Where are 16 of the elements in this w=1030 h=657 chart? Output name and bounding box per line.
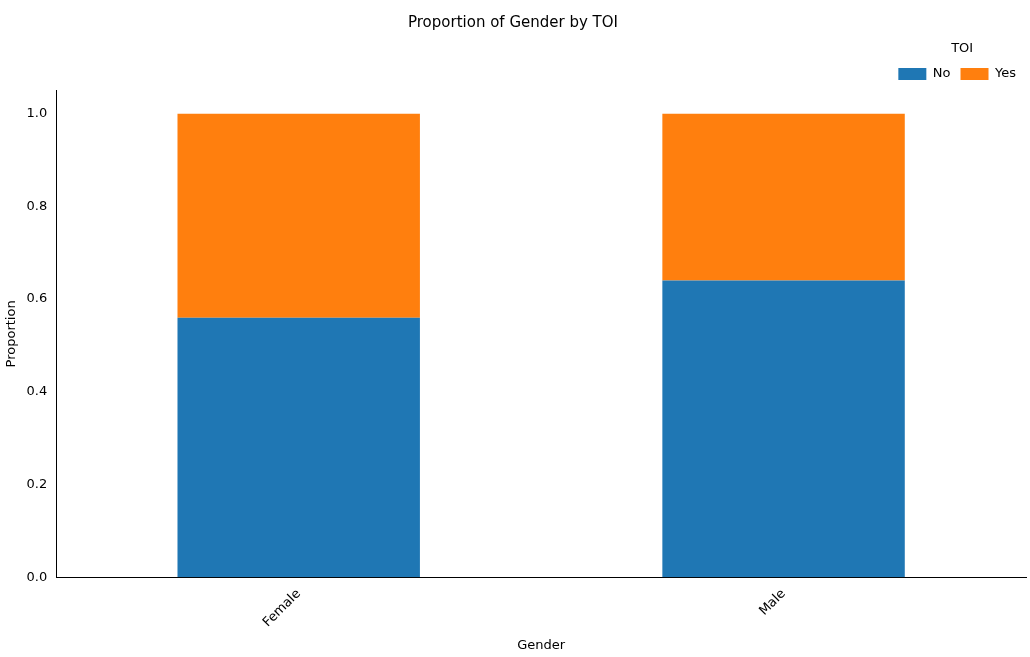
y-axis-title: Proportion [3,300,19,368]
bar [177,317,420,578]
y-tick-label: 0.8 [26,197,48,213]
y-tick-label: 0.4 [26,383,48,399]
legend-label: Yes [994,65,1017,81]
bar [177,113,420,318]
y-tick-label: 0.6 [26,290,48,306]
x-axis-title: Gender [517,636,566,652]
chart-title: Proportion of Gender by TOI [408,12,618,31]
y-tick-label: 0.0 [26,568,48,584]
y-tick-label: 1.0 [26,105,48,121]
bar [662,113,905,281]
legend-label: No [932,65,951,81]
bar [662,280,905,578]
y-tick-label: 0.2 [26,475,48,491]
legend-title: TOI [950,39,974,55]
